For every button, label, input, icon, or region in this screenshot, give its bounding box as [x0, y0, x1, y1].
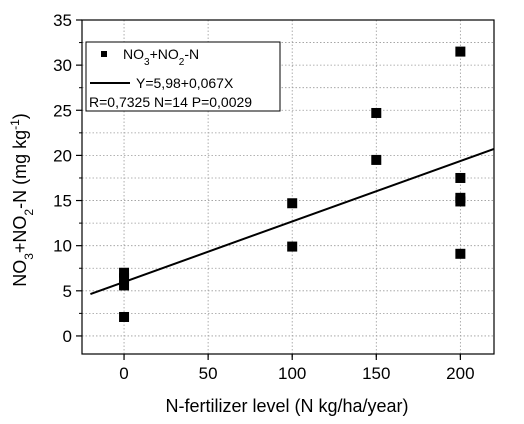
plot-frame: [81, 19, 495, 355]
x-tick-label: 200: [446, 364, 474, 383]
legend-marker-square-icon: [101, 51, 107, 57]
x-tick-label: 0: [119, 364, 128, 383]
y-tick-label: 30: [53, 56, 72, 75]
data-layer: [90, 46, 495, 322]
legend-stats-text: R=0,7325 N=14 P=0,0029: [89, 94, 252, 110]
x-tick-label: 150: [362, 364, 390, 383]
y-tick-label: 20: [53, 146, 72, 165]
ticks: 0 50 100 150 200 0 5 10 15 20 25 30 35: [53, 11, 474, 383]
data-point: [287, 241, 298, 252]
y-axis-title: NO3+NO2-N (mg kg-1): [8, 113, 36, 287]
regression-line: [90, 147, 495, 296]
data-point: [119, 311, 130, 322]
y-tick-label: 35: [53, 11, 72, 30]
y-tick-label: 10: [53, 237, 72, 256]
data-point: [455, 248, 466, 259]
x-axis-title: N-fertilizer level (N kg/ha/year): [165, 396, 408, 416]
data-point: [119, 280, 130, 291]
data-point: [455, 172, 466, 183]
data-point: [287, 198, 298, 209]
legend: NO3+NO2-N Y=5,98+0,067X R=0,7325 N=14 P=…: [85, 41, 281, 112]
legend-series-label: NO3+NO2-N: [123, 46, 199, 68]
y-tick-label: 5: [63, 282, 72, 301]
legend-regression-label: Y=5,98+0,067X: [136, 75, 234, 91]
x-tick-label: 100: [278, 364, 306, 383]
data-point: [371, 107, 382, 118]
data-point: [371, 154, 382, 165]
data-point: [119, 273, 130, 284]
data-point: [119, 267, 130, 278]
grid: [82, 19, 494, 354]
y-tick-label: 15: [53, 192, 72, 211]
data-point: [455, 46, 466, 57]
x-tick-label: 50: [199, 364, 218, 383]
data-point: [455, 196, 466, 207]
legend-box: [85, 41, 281, 112]
y-tick-label: 0: [63, 327, 72, 346]
y-tick-label: 25: [53, 101, 72, 120]
